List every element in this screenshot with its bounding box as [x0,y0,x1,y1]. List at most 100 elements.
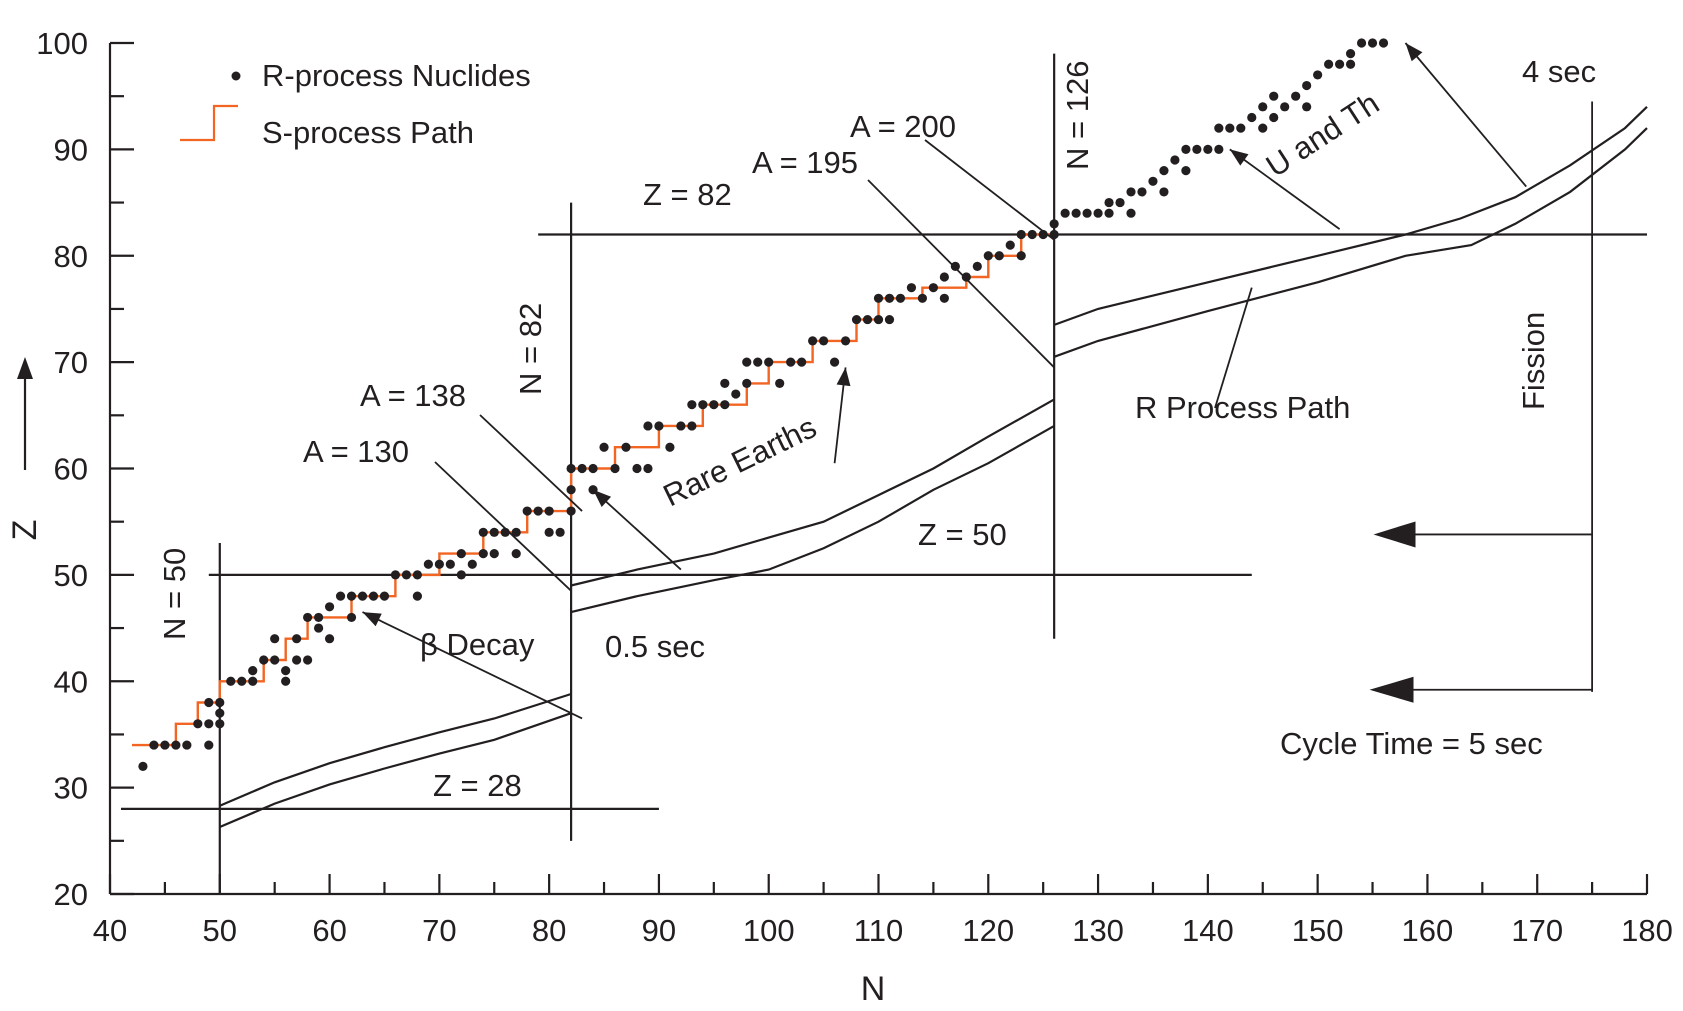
four-sec-arrow-shaft [1404,42,1527,188]
r-process-nuclide-dot [303,612,313,623]
r-process-nuclide-dot [1280,102,1290,112]
r-process-nuclide-dot [1049,219,1059,229]
r-process-nuclides [138,38,1389,771]
r-process-nuclide-dot [1049,229,1059,240]
r-process-nuclide-dot [643,463,653,474]
r-process-nuclide-dot [412,570,422,580]
r-process-nuclide-dot [259,655,269,665]
r-process-nuclide-dot [873,314,884,325]
r-process-nuclide-dot [478,549,488,559]
label-half-sec: 0.5 sec [605,629,705,664]
r-process-nuclide-dot [182,740,192,750]
r-process-nuclide-dot [851,314,862,325]
x-tick-label: 70 [422,913,456,948]
r-process-nuclide-dot [1027,229,1037,240]
magic-number-lines [120,53,1647,894]
label-a138: A = 138 [360,378,466,413]
label-a130: A = 130 [303,434,409,469]
r-process-nuclide-dot [1126,187,1136,197]
r-process-nuclide-dot [775,378,785,388]
r-process-nuclide-dot [346,612,357,623]
r-process-nuclide-dot [1302,102,1312,112]
x-tick-label: 60 [312,913,346,948]
r-path-upper-0 [219,692,572,807]
label-n50: N = 50 [157,548,192,640]
half-sec-arrow-shaft [592,489,682,571]
r-process-nuclide-dot [687,400,697,410]
r-process-nuclide-dot [917,293,928,303]
r-process-nuclide-dot [522,506,532,516]
y-tick-label: 90 [54,132,88,167]
label-beta-decay: β Decay [420,627,535,662]
r-process-nuclide-dot [1269,112,1279,123]
r-process-nuclide-dot [171,740,181,750]
legend-dot-marker [231,71,241,81]
r-process-nuclide-dot [1159,166,1169,176]
r-process-nuclide-dot [456,570,466,580]
r-process-nuclide-dot [270,634,280,644]
label-a195: A = 195 [752,145,858,180]
r-process-nuclide-dot [1302,80,1312,91]
r-process-nuclide-dot [786,357,796,367]
r-process-nuclide-dot [1269,91,1279,101]
r-process-nuclide-dot [445,559,455,569]
x-tick-label: 180 [1621,913,1673,948]
r-process-nuclide-dot [357,591,368,601]
r-process-nuclide-dot [577,463,587,474]
axes: 40 50 60 70 80 90 100 110 120 130 140 150 160 170 180 2… [36,26,1673,948]
r-process-nuclide-dot [797,357,807,367]
r-process-nuclide-dot [972,261,982,271]
r-process-nuclide-dot [1214,123,1224,133]
r-process-nuclide-dot [1159,187,1169,197]
r-process-nuclide-dot [511,549,521,559]
r-process-path-band [219,106,1648,829]
r-process-nuclide-dot [873,293,884,303]
r-path-upper-2 [1053,106,1648,326]
label-r-process-path: R Process Path [1135,390,1350,425]
x-tick-label: 100 [743,913,795,948]
x-tick-label: 40 [93,913,127,948]
r-process-nuclide-dot [1214,144,1224,154]
half-sec-arrow-head [593,489,612,508]
r-process-nuclide-dot [1367,38,1378,48]
r-process-nuclide-dot [390,570,401,580]
r-process-nuclide-dot [544,506,554,516]
r-process-nuclide-dot [939,272,949,282]
r-process-nuclide-dot [928,283,938,293]
r-process-nuclide-dot [555,527,565,537]
a130-leader [434,461,572,592]
y-tick-label: 70 [54,345,88,380]
r-process-nuclide-dot [401,570,412,580]
r-process-nuclide-dot [1181,144,1191,154]
r-process-nuclide-dot [566,485,576,495]
r-process-nuclide-dot [1137,187,1147,197]
x-tick-label: 150 [1292,913,1344,948]
r-process-nuclide-dot [676,421,686,431]
r-process-nuclide-dot [566,506,576,516]
label-n82: N = 82 [513,303,548,395]
y-tick-label: 80 [54,239,88,274]
r-process-path-leader [1214,287,1253,409]
r-process-nuclide-dot [1378,38,1389,48]
a195-leader [867,179,1055,369]
y-axis-label: Z [6,520,44,541]
r-process-nuclide-dot [292,634,302,644]
label-fission: Fission [1516,312,1551,410]
legend-label-s-path: S-process Path [262,115,474,150]
r-process-nuclide-dot [884,314,895,325]
cycle-arrow-lower-head [1369,676,1414,703]
r-process-nuclide-dot [742,378,752,388]
r-path-lower-1 [570,424,1055,614]
a200-leader [924,139,1055,241]
r-process-nuclide-dot [1082,208,1092,218]
r-process-nuclide-dot [511,527,521,537]
four-sec-arrow-head [1405,43,1423,62]
r-process-nuclide-dot [654,421,664,431]
r-process-nuclide-dot [1356,38,1367,48]
label-z82: Z = 82 [643,177,732,212]
r-process-nuclide-dot [270,655,280,665]
r-process-nuclide-dot [324,634,335,644]
r-process-nuclide-dot [193,719,203,729]
x-tick-label: 90 [642,913,676,948]
r-process-nuclide-dot [215,708,225,718]
